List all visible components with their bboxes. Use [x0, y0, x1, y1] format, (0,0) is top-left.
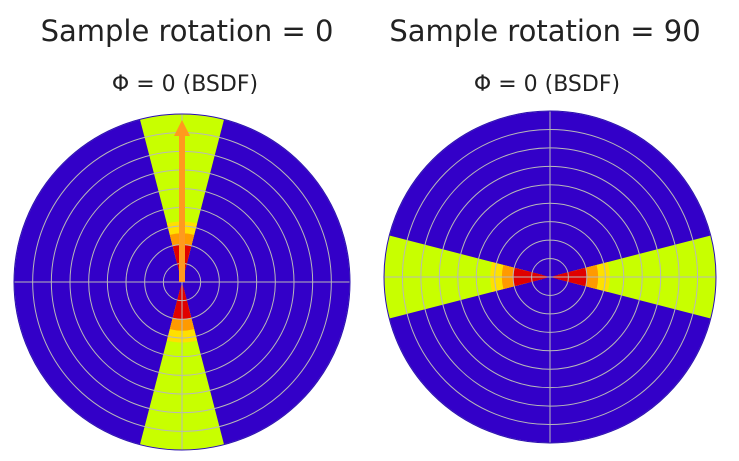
panel-subtitle: Φ = 0 (BSDF): [111, 72, 259, 97]
plot-border: [13, 113, 351, 451]
panel-title: Sample rotation = 90: [389, 14, 701, 48]
plot-border: [383, 110, 717, 444]
panel-subtitle: Φ = 0 (BSDF): [473, 72, 621, 97]
polar-content: [384, 111, 716, 443]
polar-plot-rotation-0: [13, 113, 351, 451]
panel-title: Sample rotation = 0: [40, 14, 334, 48]
incident-arrow-head: [174, 120, 190, 136]
polar-plot-rotation-90: [383, 110, 717, 444]
polar-plot-panel-rotation-0: Sample rotation = 0 Φ = 0 (BSDF): [13, 14, 351, 451]
polar-plot-panel-rotation-90: Sample rotation = 90 Φ = 0 (BSDF): [370, 0, 739, 461]
